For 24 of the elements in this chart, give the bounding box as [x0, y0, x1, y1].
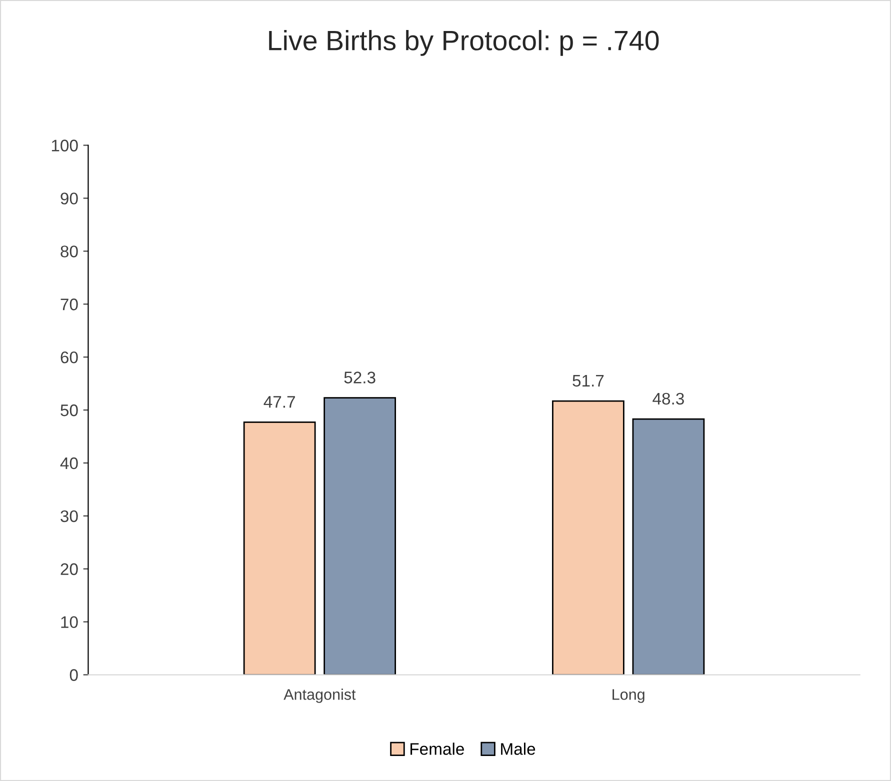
chart-title: Live Births by Protocol: p = .740	[269, 30, 659, 56]
x-tick-label: Long	[612, 689, 644, 703]
y-tick-label: 0	[70, 669, 78, 681]
y-tick-label: 80	[60, 246, 78, 258]
data-label: 51.7	[572, 374, 604, 387]
y-tick-label: 100	[52, 140, 78, 152]
y-tick-label: 20	[60, 563, 78, 576]
x-tick-label: Antagonist	[284, 688, 356, 703]
y-tick-label: 50	[60, 404, 78, 416]
y-tick-label: 90	[60, 192, 78, 204]
y-tick-label: 70	[60, 298, 78, 310]
legend-label: Female	[410, 742, 464, 755]
y-tick-label: 60	[60, 351, 78, 364]
y-tick-label: 10	[61, 616, 78, 628]
bar	[324, 397, 396, 675]
bar	[632, 418, 705, 675]
data-label: 52.3	[344, 372, 376, 384]
bar	[243, 422, 316, 675]
data-label: 47.7	[264, 396, 295, 408]
legend-label: Male	[501, 742, 536, 755]
y-tick-label: 40	[60, 457, 78, 470]
y-tick-label: 30	[60, 510, 78, 522]
data-label: 48.3	[652, 392, 684, 405]
bar	[552, 400, 624, 675]
